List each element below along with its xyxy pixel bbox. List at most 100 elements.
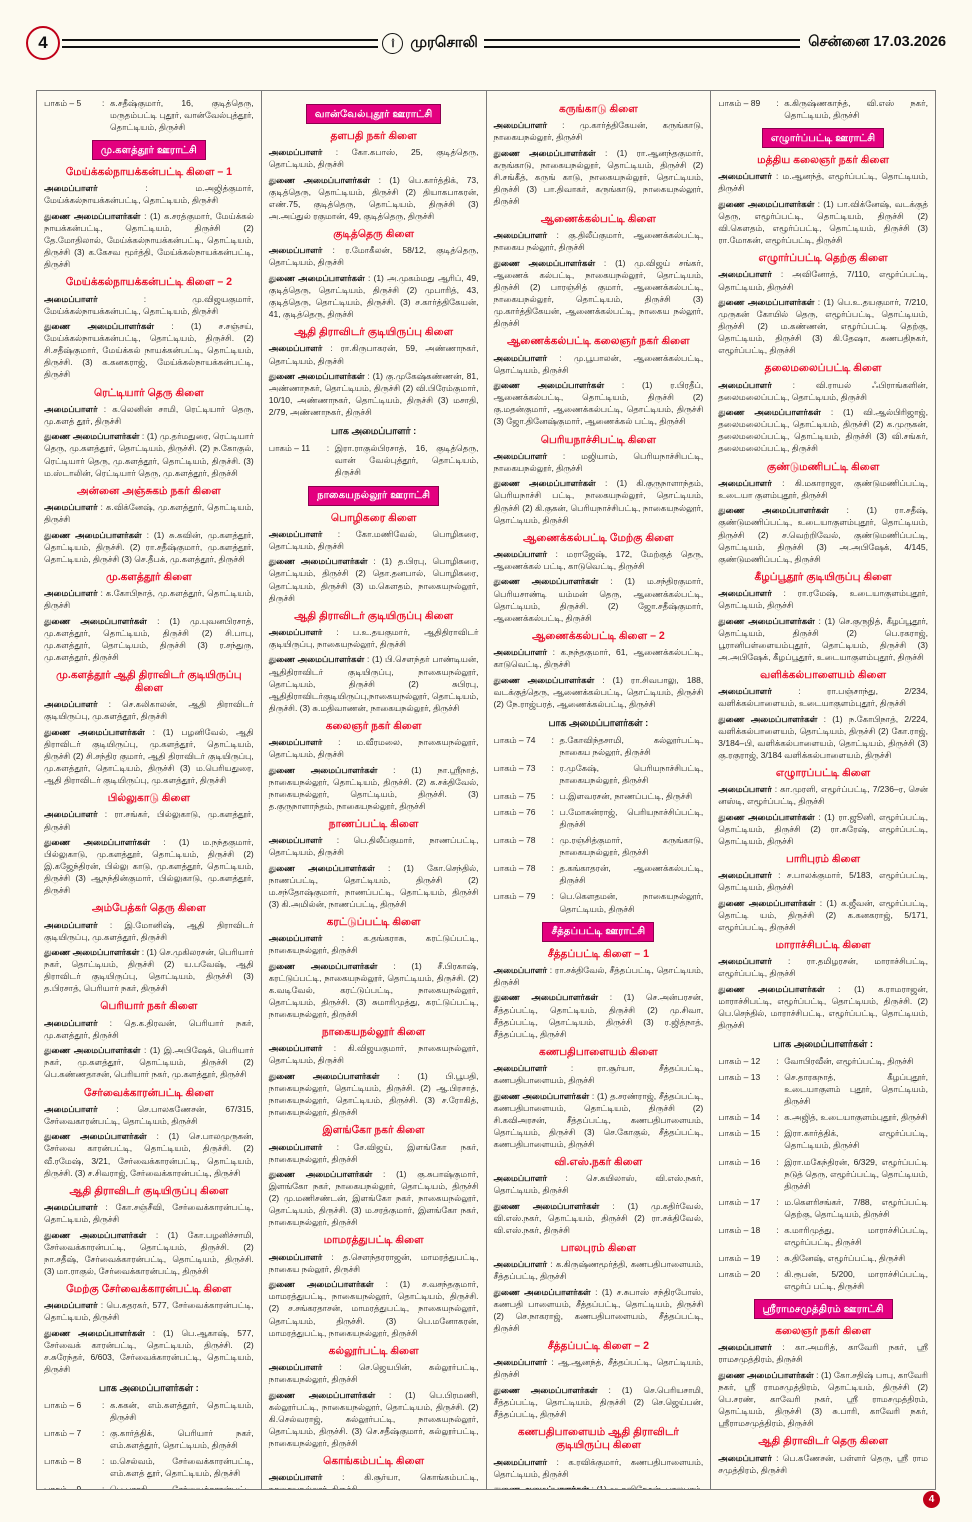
entry-role-label: அமைப்பாளர் bbox=[718, 784, 772, 795]
branch-heading: பில்லுகாடு கிளை bbox=[107, 792, 191, 805]
entry-names: : கி.விஜயகுமார், நாகையநல்லூர், தொட்டியம்… bbox=[268, 1043, 479, 1066]
entry-role-label: துணை அமைப்பாளர்கள் bbox=[268, 1071, 380, 1082]
part-organizer-name: இரா.கார்த்திக், எழூர்ப்பட்டி, தொட்டியம்,… bbox=[784, 1128, 928, 1151]
entry-role-label: அமைப்பாளர் bbox=[268, 1361, 323, 1372]
part-separator: : bbox=[776, 1224, 779, 1235]
part-number: பாகம் – 78 bbox=[493, 835, 536, 846]
entry-names: : ப.உ.தயகுமார், ஆதிதிராவிடர் குடியிருப்ப… bbox=[268, 626, 479, 649]
part-separator: : bbox=[102, 1456, 105, 1467]
entry-names: : பெ.கணேசன், பள்ளர் தெரு, ஸ்ரீ ராம சமுத்… bbox=[718, 1452, 928, 1475]
office-bearer-entry: அமைப்பாளர் : மராஜேஷ், 172, மேற்குத் தெரு… bbox=[494, 548, 704, 572]
entry-names: : (1) செ.அன்பரசன், சீத்தப்பட்டி, தொட்டிய… bbox=[493, 992, 704, 1039]
office-bearer-entry: அமைப்பாளர் : கோ.சஞ்சீவி, சேர்வைக்காரன்பட… bbox=[44, 1201, 254, 1225]
entry-names: : (1) மு.விஜய் சங்கர், ஆணைக் கல்பட்டி, ந… bbox=[493, 258, 704, 329]
entry-role-label: துணை அமைப்பாளர்கள் bbox=[718, 615, 815, 626]
newspaper-page: 4 முரசொலி சென்னை 17.03.2026 பாகம் – 5: க.… bbox=[0, 22, 972, 1522]
part-number: பாகம் – 15 bbox=[718, 1128, 761, 1139]
entry-role-label: அமைப்பாளர் bbox=[44, 501, 98, 512]
office-bearer-entry: அமைப்பாளர் : ப.உ.தயகுமார், ஆதிதிராவிடர் … bbox=[269, 626, 479, 650]
entry-names: : (1) ச.சுபாஸ் சந்திரபோஸ், கணபதி பாளையம்… bbox=[493, 1286, 704, 1333]
entry-role-label: துணை அமைப்பாளர்கள் bbox=[44, 1327, 145, 1338]
panchayat-heading: நாகையநல்லூர் ஊராட்சி bbox=[308, 485, 440, 506]
office-bearer-entry: துணை அமைப்பாளர்கள் : (1) ரா.சிவபாலு, 188… bbox=[494, 674, 704, 710]
part-organizer-name: இரா.மகேந்திரன், 6/329, எழூர்ப்பட்டி நடுத… bbox=[784, 1156, 928, 1191]
entry-names: : கு.திலீப்குமார், ஆணைக்கல்பட்டி, நாகைய … bbox=[493, 230, 704, 253]
entry-names: : (1) ச.வசந்தகுமார், மாமரத்துபட்டி, நாகை… bbox=[268, 1279, 479, 1338]
part-organizer-row: பாகம் – 76: ப.மோகன்ராஜ், பெரியநாச்சிப்பட்… bbox=[494, 806, 704, 830]
entry-role-label: துணை அமைப்பாளர்கள் bbox=[44, 1229, 147, 1240]
entry-role-label: அமைப்பாளர் bbox=[44, 919, 98, 930]
part-separator: : bbox=[102, 1399, 105, 1410]
branch-heading: கருங்காடு கிளை bbox=[558, 103, 638, 115]
panchayat-heading: சீத்தப்பட்டி ஊராட்சி bbox=[542, 921, 655, 942]
office-bearer-entry: அமைப்பாளர் : ம.அஜித்குமார், மேய்க்கல்நாய… bbox=[44, 182, 254, 206]
entry-role-label: அமைப்பாளர் bbox=[718, 269, 772, 280]
part-separator: : bbox=[551, 734, 554, 745]
part-separator: : bbox=[551, 835, 554, 846]
office-bearer-entry: துணை அமைப்பாளர்கள் : (1) ச.சஞ்சய், மேய்க… bbox=[44, 320, 254, 380]
entry-names: : க.நந்தகுமார், 61, ஆணைக்கல்பட்டி, காடுவ… bbox=[493, 646, 704, 670]
entry-role-label: துணை அமைப்பாளர்கள் bbox=[44, 529, 142, 540]
branch-heading: கணபதிபாளையம் கிளை bbox=[539, 1045, 658, 1058]
part-separator: : bbox=[326, 443, 330, 454]
branch-heading: ஆதி திராவிடர் தெரு கிளை bbox=[758, 1435, 889, 1448]
part-separator: : bbox=[551, 762, 554, 773]
office-bearer-entry: அமைப்பாளர் : செ.பாலகணேசன், 67/315, சேர்வ… bbox=[44, 1103, 254, 1127]
part-organizer-row: பாகம் – 13: செ.தாரகநாத், கீழப்புதூர், உடை… bbox=[718, 1071, 928, 1107]
part-organizer-name: க.சதீஷ்குமார், 16, குடித்தெரு, மருதம்பட்… bbox=[110, 98, 254, 133]
part-organizer-row: பாகம் – 14: க.அஜித், உடையாகுளம்புதூர், தி… bbox=[718, 1111, 928, 1123]
entry-names: : (1) ரா.ஆனந்தகுமார், கருங்காடு, நாகையநல… bbox=[493, 147, 704, 207]
entry-names: : (1) செ.முகிலரசன், பெரியார் நகர், தொட்ட… bbox=[44, 947, 254, 994]
office-bearer-entry: அமைப்பாளர் : பெ.கணேசன், பள்ளர் தெரு, ஸ்ர… bbox=[718, 1452, 928, 1476]
office-bearer-entry: அமைப்பாளர் : அவினோத், 7/110, எழூர்ப்பட்ட… bbox=[718, 268, 928, 292]
part-organizer-row: பாகம் – 78: மு.ரஞ்சித்குமார், கருங்காடு, … bbox=[494, 834, 704, 858]
entry-names: : (1) நா.ஸ்ரீநாத், நாகையநல்லூர், தொட்டிய… bbox=[268, 764, 479, 811]
office-bearer-entry: துணை அமைப்பாளர்கள் : (1) ரா.சதீஷ், குண்ட… bbox=[718, 504, 928, 564]
entry-role-label: அமைப்பாளர் bbox=[268, 528, 323, 539]
entry-names: : க.கிருஷ்ணமூர்த்தி, கணபதிபாளையம், சீத்த… bbox=[493, 1259, 704, 1282]
panchayat-heading: மு.களத்தூர் ஊராட்சி bbox=[91, 140, 206, 161]
torch-emblem-icon bbox=[382, 32, 404, 54]
entry-names: : ர.மோகீலன், 58/12, குடித்தெரு, தொட்டியம… bbox=[268, 245, 479, 268]
part-number: பாகம் – 5 bbox=[44, 98, 82, 108]
branch-heading: குடித்தெரு கிளை bbox=[333, 228, 415, 241]
part-separator: : bbox=[102, 1427, 105, 1438]
entry-role-label: துணை அமைப்பாளர்கள் bbox=[268, 654, 365, 665]
office-bearer-entry: அமைப்பாளர் : சே.விஜய், இளங்கோ நகர், நாகை… bbox=[269, 1141, 479, 1165]
office-bearer-entry: துணை அமைப்பாளர்கள் : (1) இ.அபிஷேக், பெரி… bbox=[44, 1044, 254, 1080]
entry-names: : (1) பி.சௌந்தர் பாண்டியன், ஆதிதிராவிடர்… bbox=[268, 654, 479, 713]
branch-heading: கொங்கம்பட்டி கிளை bbox=[323, 1454, 425, 1467]
part-separator: : bbox=[776, 1056, 779, 1067]
office-bearer-entry: துணை அமைப்பாளர்கள் : (1) மு.கதிர்வேல், வ… bbox=[494, 1200, 704, 1236]
branch-heading: கலைஞர் நகர் கிளை bbox=[325, 719, 422, 732]
entry-names: : மராஜேஷ், 172, மேற்குத் தெரு, ஆணைக்கல் … bbox=[493, 548, 704, 571]
entry-role-label: அமைப்பாளர் bbox=[493, 352, 548, 363]
part-organizer-row: பாகம் – 78: த.கங்காதரன், ஆணைக்கல்பட்டி, த… bbox=[494, 862, 704, 886]
part-number: பாகம் – 79 bbox=[493, 891, 536, 902]
entry-role-label: துணை அமைப்பாளர்கள் bbox=[44, 321, 155, 332]
branch-heading: கலைஞர் நகர் கிளை bbox=[775, 1325, 872, 1338]
office-bearer-entry: அமைப்பாளர் : க.கிருஷ்ணமூர்த்தி, கணபதிபாள… bbox=[494, 1258, 704, 1282]
office-bearer-entry: துணை அமைப்பாளர்கள் : (1) பெ.ஆகாஷ், 577, … bbox=[44, 1327, 254, 1375]
part-organizer-row: பாகம் – 20: கி.ரூபன், 5/200, மாராச்சிப்பட… bbox=[718, 1268, 928, 1292]
office-bearer-entry: அமைப்பாளர் : க.நந்தகுமார், 61, ஆணைக்கல்ப… bbox=[494, 646, 704, 670]
part-organizers-heading: பாக அமைப்பாளர் : bbox=[331, 425, 417, 437]
part-separator: : bbox=[776, 1112, 779, 1123]
office-bearer-entry: துணை அமைப்பாளர்கள் : (1) த.பிரபு, பொழிகர… bbox=[269, 555, 479, 603]
part-number: பாகம் – 14 bbox=[718, 1112, 761, 1123]
branch-heading: எழுாரப்பட்டி கிளை bbox=[775, 766, 871, 779]
entry-names: : (1) மு.தர்மதுரை, ரெட்டியார் தெரு, மு.க… bbox=[44, 431, 254, 478]
entry-names: : ச.பாலக்குமார், 5/183, எழூர்ப்பட்டி, தொ… bbox=[718, 870, 928, 893]
entry-role-label: அமைப்பாளர் bbox=[718, 587, 772, 598]
branch-heading: பெரியநாச்சிபட்டி கிளை bbox=[540, 433, 657, 446]
office-bearer-entry: துணை அமைப்பாளர்கள் : (1) பா.விக்னேஷ், வட… bbox=[718, 198, 928, 246]
office-bearer-entry: துணை அமைப்பாளர்கள் : (1) க.சரத்குமார், ம… bbox=[44, 210, 254, 270]
entry-names: : ஆ.ஆனந்த், சீத்தப்பட்டி, தொட்டியம், திர… bbox=[493, 1357, 704, 1380]
entry-role-label: அமைப்பாளர் bbox=[718, 379, 772, 390]
entry-names: : ரா.சூர்யா, சீத்தப்பட்டி, கணபதிபாளையம்,… bbox=[493, 1062, 704, 1085]
column-4: பாகம் – 89: க.கிருஷ்ணகாந்த், வி.எஸ் நகர்,… bbox=[711, 91, 935, 1489]
entry-role-label: அமைப்பாளர் bbox=[44, 403, 98, 414]
office-bearer-entry: அமைப்பாளர் : மஜியாம், பெரியநாச்சிபட்டி, … bbox=[494, 450, 704, 474]
office-bearer-entry: அமைப்பாளர் : கோ.கபாஸ், 25, குடித்தெரு, த… bbox=[269, 146, 479, 170]
part-organizer-row: பாகம் – 12: வோபிரவீன், எழூர்ப்பட்டி, திரு… bbox=[718, 1055, 928, 1067]
